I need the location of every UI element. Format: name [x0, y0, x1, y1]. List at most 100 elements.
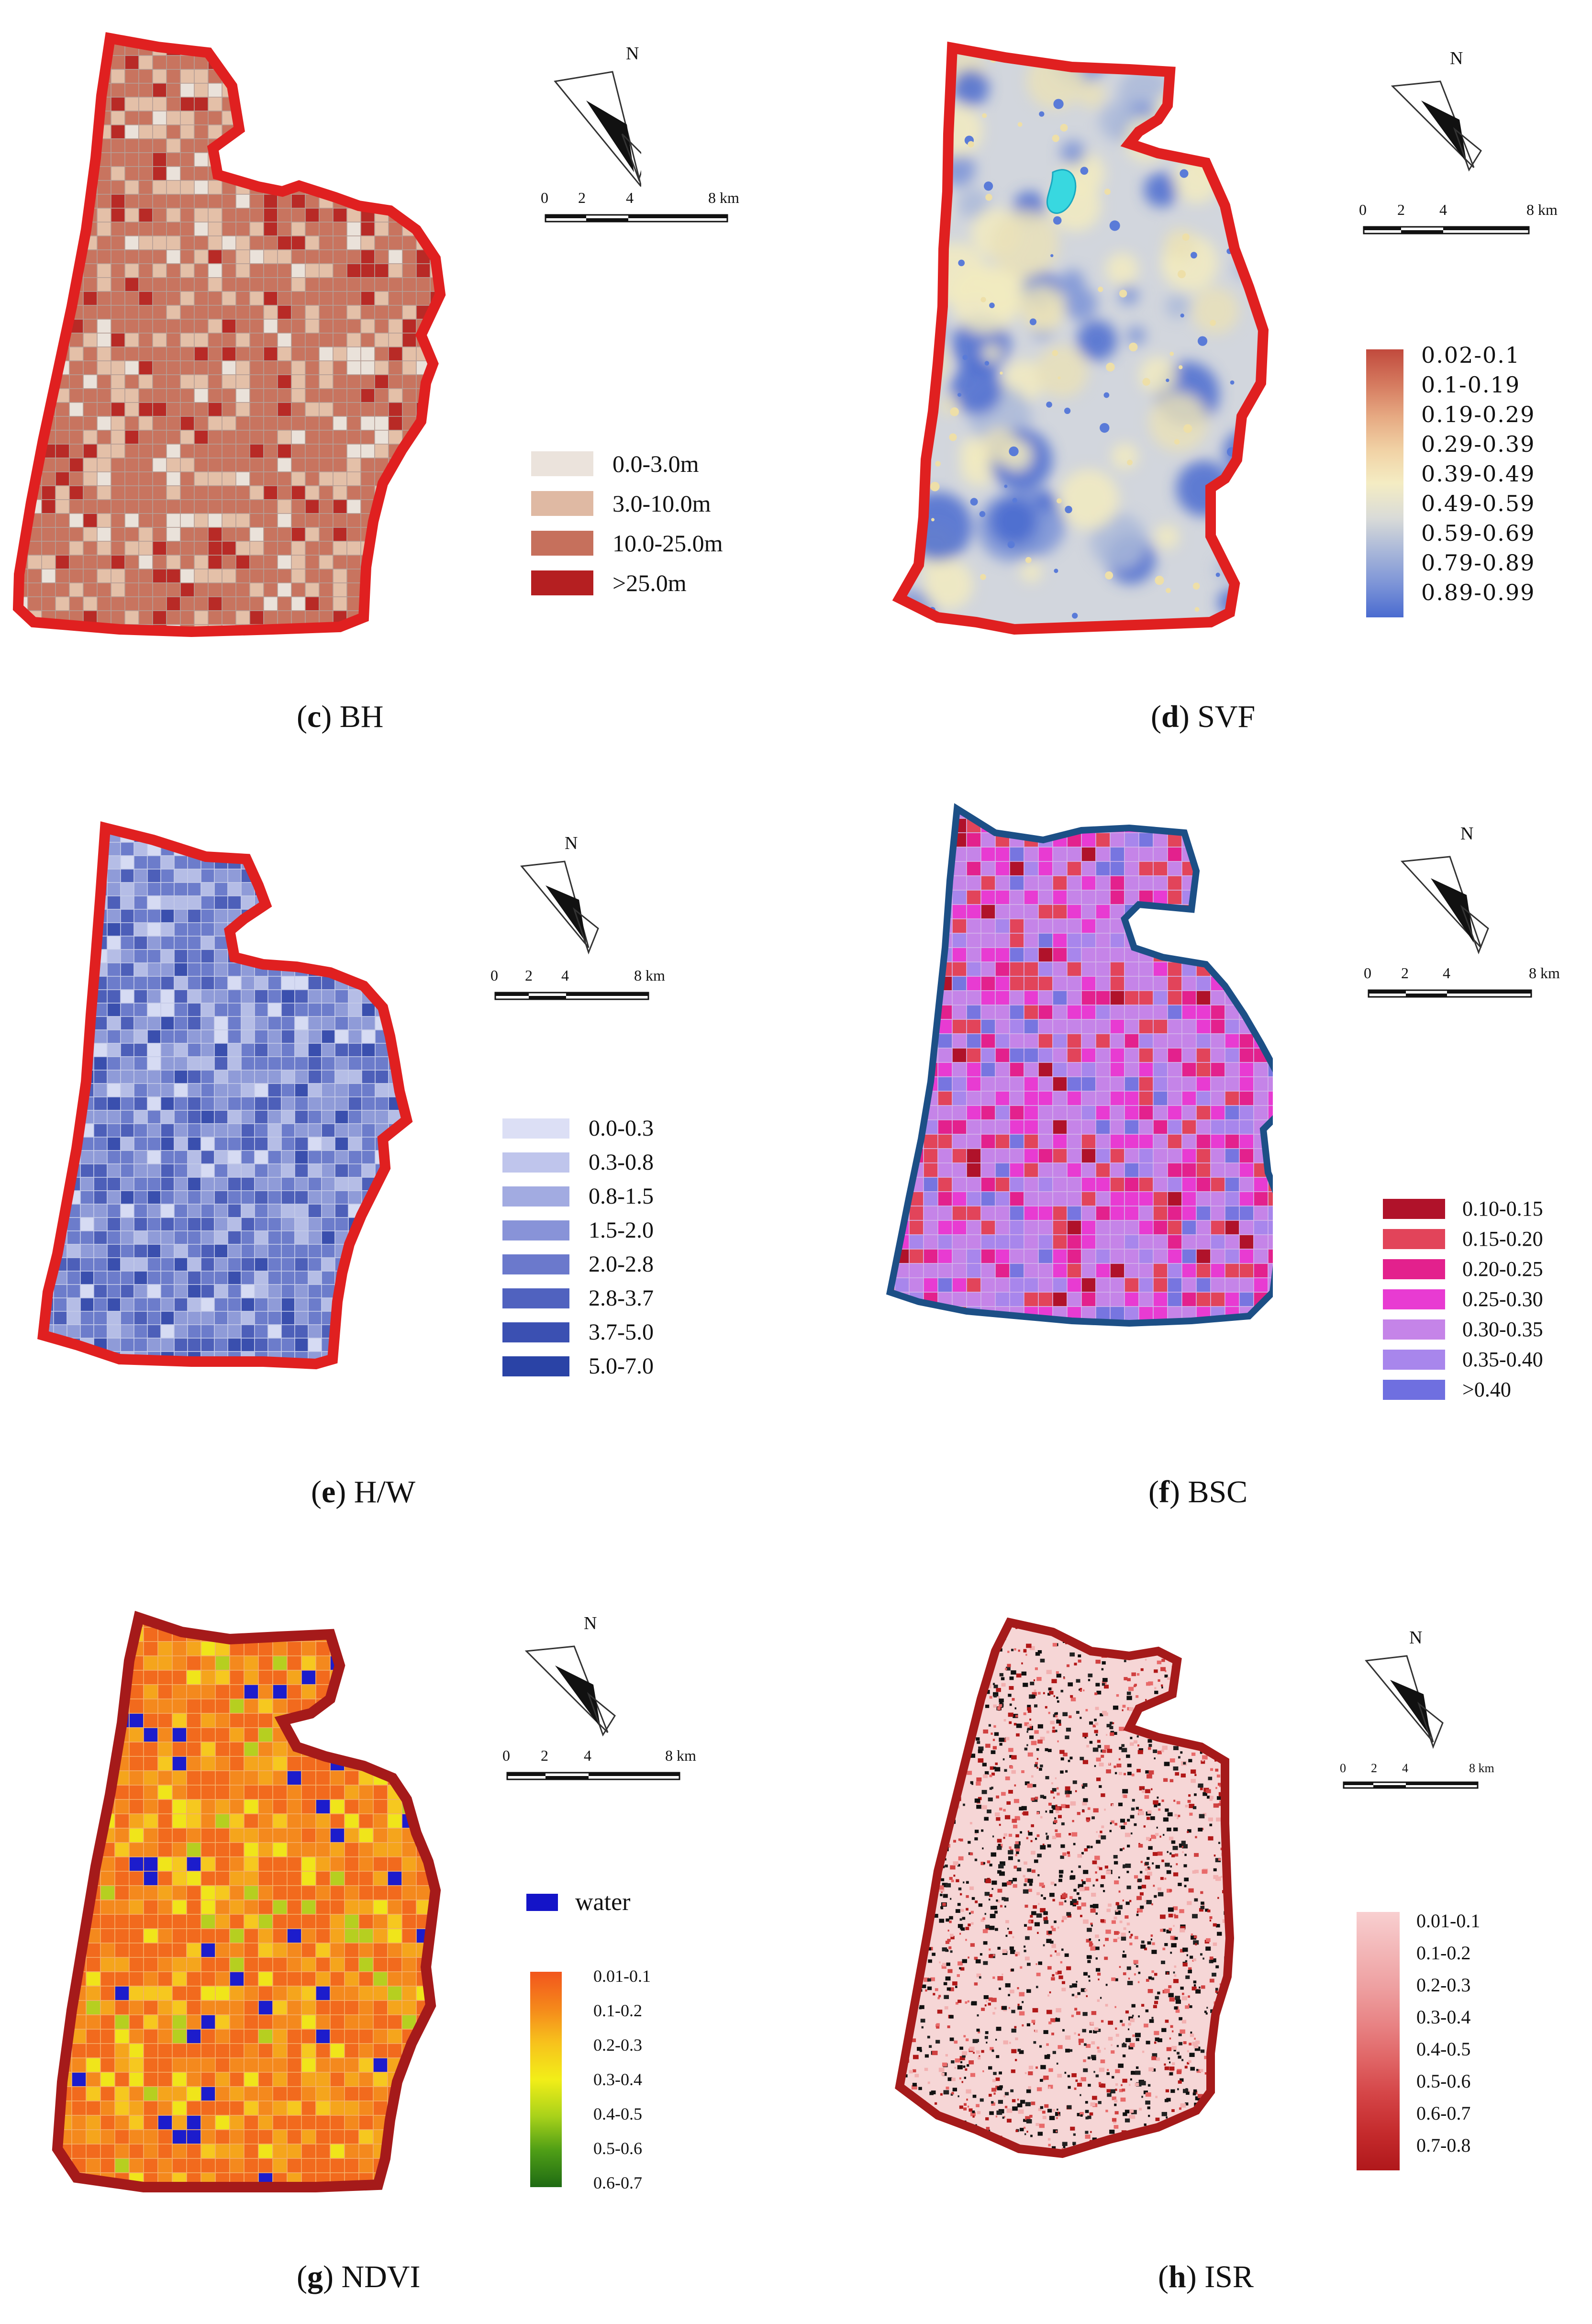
grid-cell: [187, 1123, 201, 1138]
grid-cell: [120, 1029, 134, 1044]
grid-cell: [923, 990, 938, 1006]
grid-cell: [124, 69, 139, 84]
grid-cell: [348, 962, 362, 977]
grid-cell: [152, 388, 167, 403]
grid-cell: [194, 111, 209, 125]
grid-cell: [442, 1338, 456, 1352]
grid-cell: [107, 936, 121, 950]
grid-cell: [360, 180, 375, 195]
grid-cell: [180, 333, 195, 347]
grid-cell: [120, 1056, 134, 1071]
grid-cell: [227, 1056, 242, 1071]
grid-cell: [138, 499, 153, 514]
grid-cell: [0, 816, 13, 829]
grid-cell: [235, 471, 250, 486]
grid-cell: [1095, 1076, 1111, 1092]
grid-cell: [458, 541, 472, 555]
grid-cell: [444, 458, 458, 472]
grid-cell: [200, 949, 215, 963]
grid-cell: [909, 890, 924, 905]
grid-cell: [138, 346, 153, 361]
grid-cell: [278, 652, 291, 666]
grid-cell: [346, 402, 361, 417]
svf-patch: [991, 210, 1059, 278]
grid-cell: [14, 0, 28, 14]
grid-cell: [241, 1392, 255, 1405]
svf-patch: [1148, 392, 1208, 452]
grid-cell: [456, 1084, 469, 1097]
grid-cell: [1053, 790, 1067, 804]
grid-cell: [456, 1017, 469, 1030]
grid-cell: [194, 444, 209, 458]
grid-cell: [456, 775, 469, 789]
grid-cell: [360, 111, 375, 125]
grid-cell: [308, 1150, 322, 1164]
grid-cell: [107, 1137, 121, 1151]
grid-cell: [0, 486, 14, 500]
grid-cell: [166, 194, 181, 209]
grid-cell: [1052, 1206, 1068, 1221]
grid-cell: [852, 1005, 866, 1019]
grid-cell: [415, 816, 429, 829]
grid-cell: [402, 527, 417, 542]
grid-cell: [346, 416, 361, 431]
grid-cell: [1095, 1048, 1111, 1063]
grid-cell: [0, 278, 14, 291]
grid-cell: [134, 976, 148, 990]
grid-cell: [319, 14, 333, 28]
grid-cell: [201, 802, 214, 816]
grid-cell: [1181, 1091, 1197, 1106]
grid-cell: [1196, 1048, 1211, 1063]
grid-cell: [966, 1062, 981, 1077]
grid-cell: [852, 861, 866, 876]
grid-cell: [335, 1405, 348, 1419]
grid-cell: [1167, 1191, 1182, 1207]
grid-cell: [852, 804, 866, 818]
grid-cell: [469, 816, 479, 829]
grid-cell: [134, 1365, 147, 1378]
grid-cell: [388, 38, 403, 42]
grid-cell: [909, 918, 924, 934]
grid-cell: [55, 194, 70, 209]
grid-cell: [187, 1056, 201, 1071]
grid-cell: [430, 208, 440, 223]
grid-cell: [0, 1097, 13, 1110]
grid-cell: [335, 775, 348, 789]
grid-cell: [305, 555, 320, 570]
grid-cell: [107, 1392, 121, 1405]
grid-cell: [153, 652, 167, 666]
grid-cell: [277, 111, 292, 125]
grid-cell: [1253, 890, 1269, 905]
grid-cell: [241, 1244, 255, 1258]
grid-cell: [1052, 1263, 1068, 1278]
grid-cell: [308, 1324, 322, 1339]
grid-cell: [456, 1392, 469, 1405]
grid-cell: [429, 883, 442, 896]
grid-cell: [1038, 818, 1053, 833]
grid-cell: [305, 69, 320, 84]
grid-cell: [362, 802, 375, 816]
grid-cell: [174, 828, 188, 829]
grid-cell: [97, 360, 111, 375]
grid-cell: [241, 1284, 255, 1298]
grid-cell: [442, 1191, 456, 1204]
grid-cell: [194, 305, 209, 320]
grid-cell: [375, 828, 389, 829]
grid-cell: [442, 909, 456, 923]
grid-cell: [388, 277, 403, 292]
grid-cell: [138, 69, 153, 84]
grid-cell: [1254, 790, 1268, 804]
grid-cell: [1138, 1033, 1154, 1049]
grid-cell: [469, 802, 479, 816]
grid-cell: [333, 569, 347, 583]
grid-cell: [444, 264, 458, 278]
svf-dot: [1197, 336, 1208, 346]
grid-cell: [1110, 1091, 1125, 1106]
grid-cell: [1024, 1206, 1039, 1221]
grid-cell: [27, 1110, 40, 1124]
grid-cell: [361, 1003, 376, 1017]
grid-cell: [894, 1177, 910, 1192]
grid-cell: [93, 1204, 108, 1218]
grid-cell: [361, 1271, 376, 1285]
grid-cell: [1038, 933, 1053, 948]
